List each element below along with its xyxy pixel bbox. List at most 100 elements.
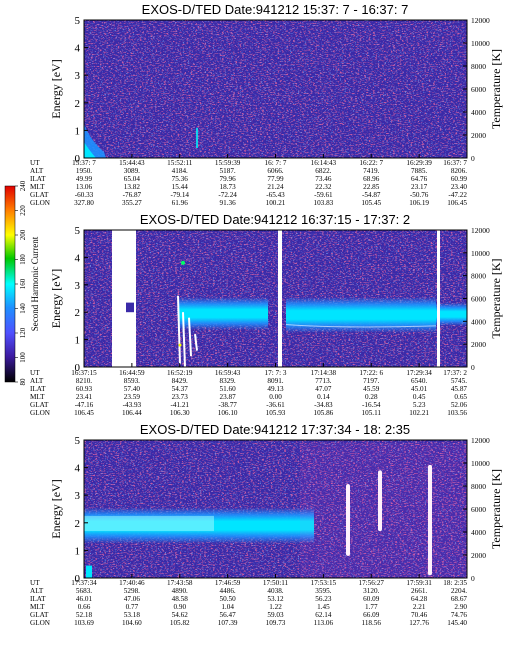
table-cell: 327.80: [74, 199, 94, 207]
table-cell: 6822.: [315, 167, 331, 175]
table-cell: 100.21: [266, 199, 286, 207]
table-cell: 106.45: [74, 409, 94, 417]
y-tick-label: 3: [75, 490, 81, 502]
table-cell: 60.93: [76, 385, 93, 393]
y2-tick-label: 10000: [471, 459, 490, 468]
table-cell: -41.21: [170, 401, 189, 409]
data-gap: [346, 484, 350, 556]
panel-title: EXOS-D/TED Date:941212 15:37: 7 - 16:37:…: [142, 2, 409, 17]
y2-tick-label: 4000: [471, 317, 486, 326]
table-cell: -72.24: [218, 191, 237, 199]
table-cell: 109.73: [266, 619, 286, 627]
y-tick-label: 4: [75, 252, 81, 264]
table-row-label: UT: [30, 159, 40, 167]
y-tick-label: 5: [75, 225, 81, 237]
colorbar-gradient: [4, 185, 16, 383]
chart-panel: EXOS-D/TED Date:941212 17:37:34 - 18: 2:…: [30, 422, 503, 627]
table-cell: 17:22: 6: [359, 369, 383, 377]
table-cell: 6066.: [267, 167, 283, 175]
table-cell: 48.58: [172, 595, 189, 603]
table-cell: 355.27: [122, 199, 142, 207]
table-cell: 0.14: [317, 393, 330, 401]
table-cell: 52.06: [451, 401, 468, 409]
table-cell: 0.65: [454, 393, 467, 401]
table-cell: 17:50:11: [263, 579, 289, 587]
table-cell: 8206.: [451, 167, 467, 175]
gap-streak: [188, 317, 192, 357]
table-cell: 5187.: [220, 167, 236, 175]
table-cell: 16:22: 7: [359, 159, 383, 167]
table-cell: 60.09: [363, 595, 380, 603]
table-cell: 0.77: [126, 603, 139, 611]
y2-tick-label: 10000: [471, 39, 490, 48]
table-cell: 6540.: [411, 377, 427, 385]
y2-axis-label: Temperature [K]: [489, 258, 503, 338]
table-row-label: GLAT: [30, 401, 49, 409]
table-row-label: GLON: [30, 619, 51, 627]
table-cell: 2.90: [454, 603, 467, 611]
y2-tick-label: 4000: [471, 108, 486, 117]
noise-texture: [84, 20, 467, 158]
table-cell: 62.14: [315, 611, 332, 619]
y2-tick-label: 12000: [471, 226, 490, 235]
table-cell: 73.46: [315, 175, 332, 183]
table-cell: -34.83: [314, 401, 333, 409]
table-cell: 105.86: [313, 409, 333, 417]
y2-axis-label: Temperature [K]: [489, 469, 503, 549]
table-cell: 0.45: [413, 393, 426, 401]
table-cell: 17:37:34: [71, 579, 97, 587]
table-cell: -59.61: [314, 191, 333, 199]
table-cell: 51.60: [220, 385, 237, 393]
table-cell: 16: 7: 7: [265, 159, 287, 167]
y-tick-label: 0: [75, 362, 81, 374]
table-cell: -54.87: [362, 191, 381, 199]
data-gap: [112, 230, 136, 367]
table-cell: -76.87: [123, 191, 142, 199]
table-cell: 64.76: [411, 175, 428, 183]
table-cell: 1.04: [221, 603, 234, 611]
table-cell: 4486.: [220, 587, 236, 595]
table-cell: 16:37: 7: [443, 159, 467, 167]
table-cell: 47.06: [124, 595, 141, 603]
colorbar-label: Second Harmonic Current: [30, 236, 40, 331]
colorbar-tick-label: 100: [19, 352, 27, 363]
table-cell: 103.69: [74, 619, 94, 627]
table-cell: 16:14:43: [311, 159, 337, 167]
table-cell: 23.40: [451, 183, 468, 191]
table-cell: -79.14: [170, 191, 189, 199]
table-cell: -65.43: [266, 191, 285, 199]
table-cell: 49.99: [76, 175, 93, 183]
table-cell: 17:56:27: [358, 579, 384, 587]
table-row-label: GLON: [30, 409, 51, 417]
table-cell: 4184.: [172, 167, 188, 175]
table-row-label: ALT: [30, 377, 44, 385]
y-tick-label: 0: [75, 153, 81, 165]
table-cell: 8091.: [267, 377, 283, 385]
table-cell: 22.32: [315, 183, 332, 191]
table-row-label: GLAT: [30, 611, 49, 619]
table-cell: 1950.: [76, 167, 92, 175]
y-tick-label: 0: [75, 573, 81, 585]
table-cell: 0.90: [173, 603, 186, 611]
table-cell: 16:29:39: [406, 159, 432, 167]
table-cell: -50.76: [410, 191, 429, 199]
table-cell: 2661.: [411, 587, 427, 595]
data-gap: [428, 464, 432, 576]
table-cell: 65.04: [124, 175, 141, 183]
table-cell: 15:59:39: [215, 159, 241, 167]
y2-tick-label: 4000: [471, 528, 486, 537]
table-cell: 103.56: [447, 409, 467, 417]
data-gap: [378, 470, 382, 532]
table-cell: 91.36: [220, 199, 237, 207]
table-cell: -60.33: [75, 191, 94, 199]
table-cell: 13.06: [76, 183, 93, 191]
panel-title: EXOS-D/TED Date:941212 16:37:15 - 17:37:…: [140, 212, 410, 227]
y2-tick-label: 2000: [471, 551, 486, 560]
table-cell: 56.23: [315, 595, 332, 603]
table-cell: 46.01: [76, 595, 93, 603]
table-cell: 118.56: [362, 619, 382, 627]
table-cell: 17:29:34: [406, 369, 432, 377]
table-cell: 145.40: [447, 619, 467, 627]
table-cell: 60.99: [451, 175, 468, 183]
